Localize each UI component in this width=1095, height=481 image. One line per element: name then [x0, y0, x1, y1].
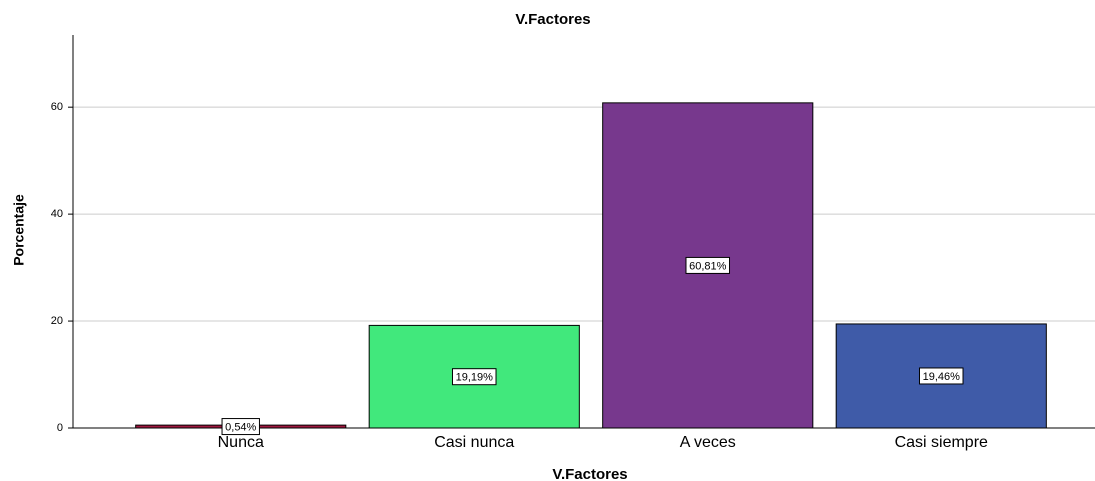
x-tick-label: Casi nunca [434, 434, 514, 451]
data-label: 60,81% [689, 260, 727, 272]
data-label-box [221, 418, 260, 436]
data-label-box [918, 367, 964, 385]
y-tick-label: 40 [51, 208, 63, 220]
data-label: 19,19% [456, 372, 494, 384]
chart-title: V.Factores [515, 11, 590, 28]
data-label: 0,54% [225, 421, 256, 433]
data-label-box [451, 368, 497, 386]
x-axis-label: V.Factores [552, 466, 627, 481]
y-tick-label: 20 [51, 315, 63, 327]
y-tick-label: 60 [51, 101, 63, 113]
x-tick-label: Nunca [218, 434, 264, 451]
y-tick-label: 0 [57, 422, 63, 434]
data-label: 19,46% [923, 371, 961, 383]
data-label-box [685, 256, 731, 274]
y-axis-label: Porcentaje [11, 194, 27, 266]
x-tick-label: Casi siempre [895, 434, 988, 451]
x-tick-label: A veces [680, 434, 736, 451]
